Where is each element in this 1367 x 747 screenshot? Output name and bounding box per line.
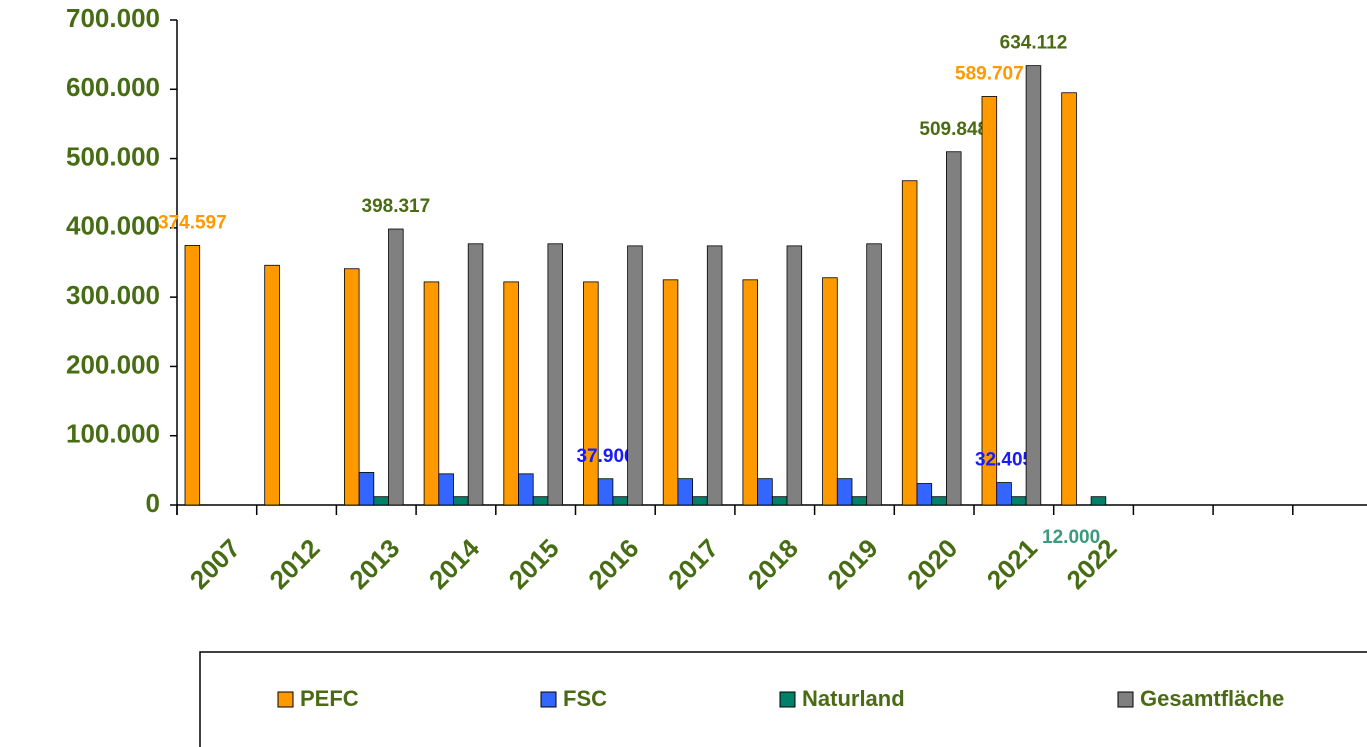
x-tick-label: 2014 [423, 533, 485, 595]
x-tick-label: 2012 [264, 533, 326, 595]
legend-label: PEFC [300, 686, 359, 711]
y-tick-label: 300.000 [66, 280, 160, 310]
x-tick-label: 2017 [662, 533, 724, 595]
bar [503, 281, 519, 506]
legend-label: FSC [563, 686, 607, 711]
bar [931, 496, 947, 506]
bar [264, 264, 280, 506]
y-tick-label: 0 [146, 488, 160, 518]
x-tick-label: 2019 [821, 533, 883, 595]
bar [706, 245, 723, 506]
bar [866, 243, 882, 506]
bar [583, 281, 599, 506]
bar [662, 279, 679, 506]
data-label: 398.317 [362, 196, 431, 217]
x-tick-label: 2018 [742, 533, 804, 595]
bar [771, 496, 788, 506]
bar [1025, 65, 1042, 506]
y-tick-label: 400.000 [66, 211, 160, 241]
data-label: 634.112 [1000, 33, 1068, 54]
bar [1061, 92, 1077, 506]
x-tick-label: 2013 [343, 533, 405, 595]
y-tick-label: 600.000 [66, 72, 160, 102]
bar [358, 472, 375, 506]
bar [916, 483, 933, 506]
data-label: 12.000 [1042, 527, 1100, 548]
data-label: 32.405 [975, 450, 1034, 471]
x-tick-label: 2016 [582, 533, 644, 595]
x-tick-label: 2020 [901, 533, 963, 595]
bar [388, 228, 404, 506]
bar [518, 473, 534, 506]
bar [836, 478, 853, 506]
y-tick-label: 100.000 [66, 419, 160, 449]
bar [597, 478, 614, 506]
bar [851, 496, 868, 506]
y-tick-label: 500.000 [66, 141, 160, 171]
bar [423, 281, 440, 506]
y-tick-label: 200.000 [66, 349, 160, 379]
bar [467, 243, 484, 506]
bar [996, 482, 1012, 506]
bar [343, 268, 360, 506]
bar [532, 496, 549, 506]
bar [184, 245, 201, 506]
bar [453, 496, 469, 506]
bar [946, 151, 962, 506]
y-tick-label: 700.000 [66, 3, 160, 33]
bar [1011, 496, 1027, 506]
data-label: 374.597 [158, 212, 227, 233]
bar [1090, 496, 1107, 506]
bar [627, 245, 643, 506]
legend-label: Naturland [802, 686, 905, 711]
legend-label: Gesamtfläche [1140, 686, 1284, 711]
bar [901, 180, 918, 506]
bar [742, 279, 759, 506]
legend-swatch [1117, 691, 1134, 708]
data-label: 37.906 [576, 446, 634, 467]
bar [692, 496, 708, 506]
bar [438, 473, 454, 506]
bar [981, 96, 998, 506]
legend-swatch [540, 691, 557, 708]
data-label: 589.707 [955, 63, 1024, 84]
bar [757, 478, 773, 506]
bar [373, 496, 389, 506]
x-tick-label: 2015 [503, 533, 565, 595]
bar [547, 243, 564, 506]
bar [677, 478, 694, 506]
data-label: 509.848 [919, 119, 988, 140]
bar [786, 245, 803, 506]
x-tick-label: 2021 [981, 533, 1043, 595]
legend-swatch [779, 691, 796, 708]
legend-swatch [277, 691, 294, 708]
x-tick-label: 2007 [184, 533, 246, 595]
bar [822, 277, 838, 506]
bar [612, 496, 629, 506]
